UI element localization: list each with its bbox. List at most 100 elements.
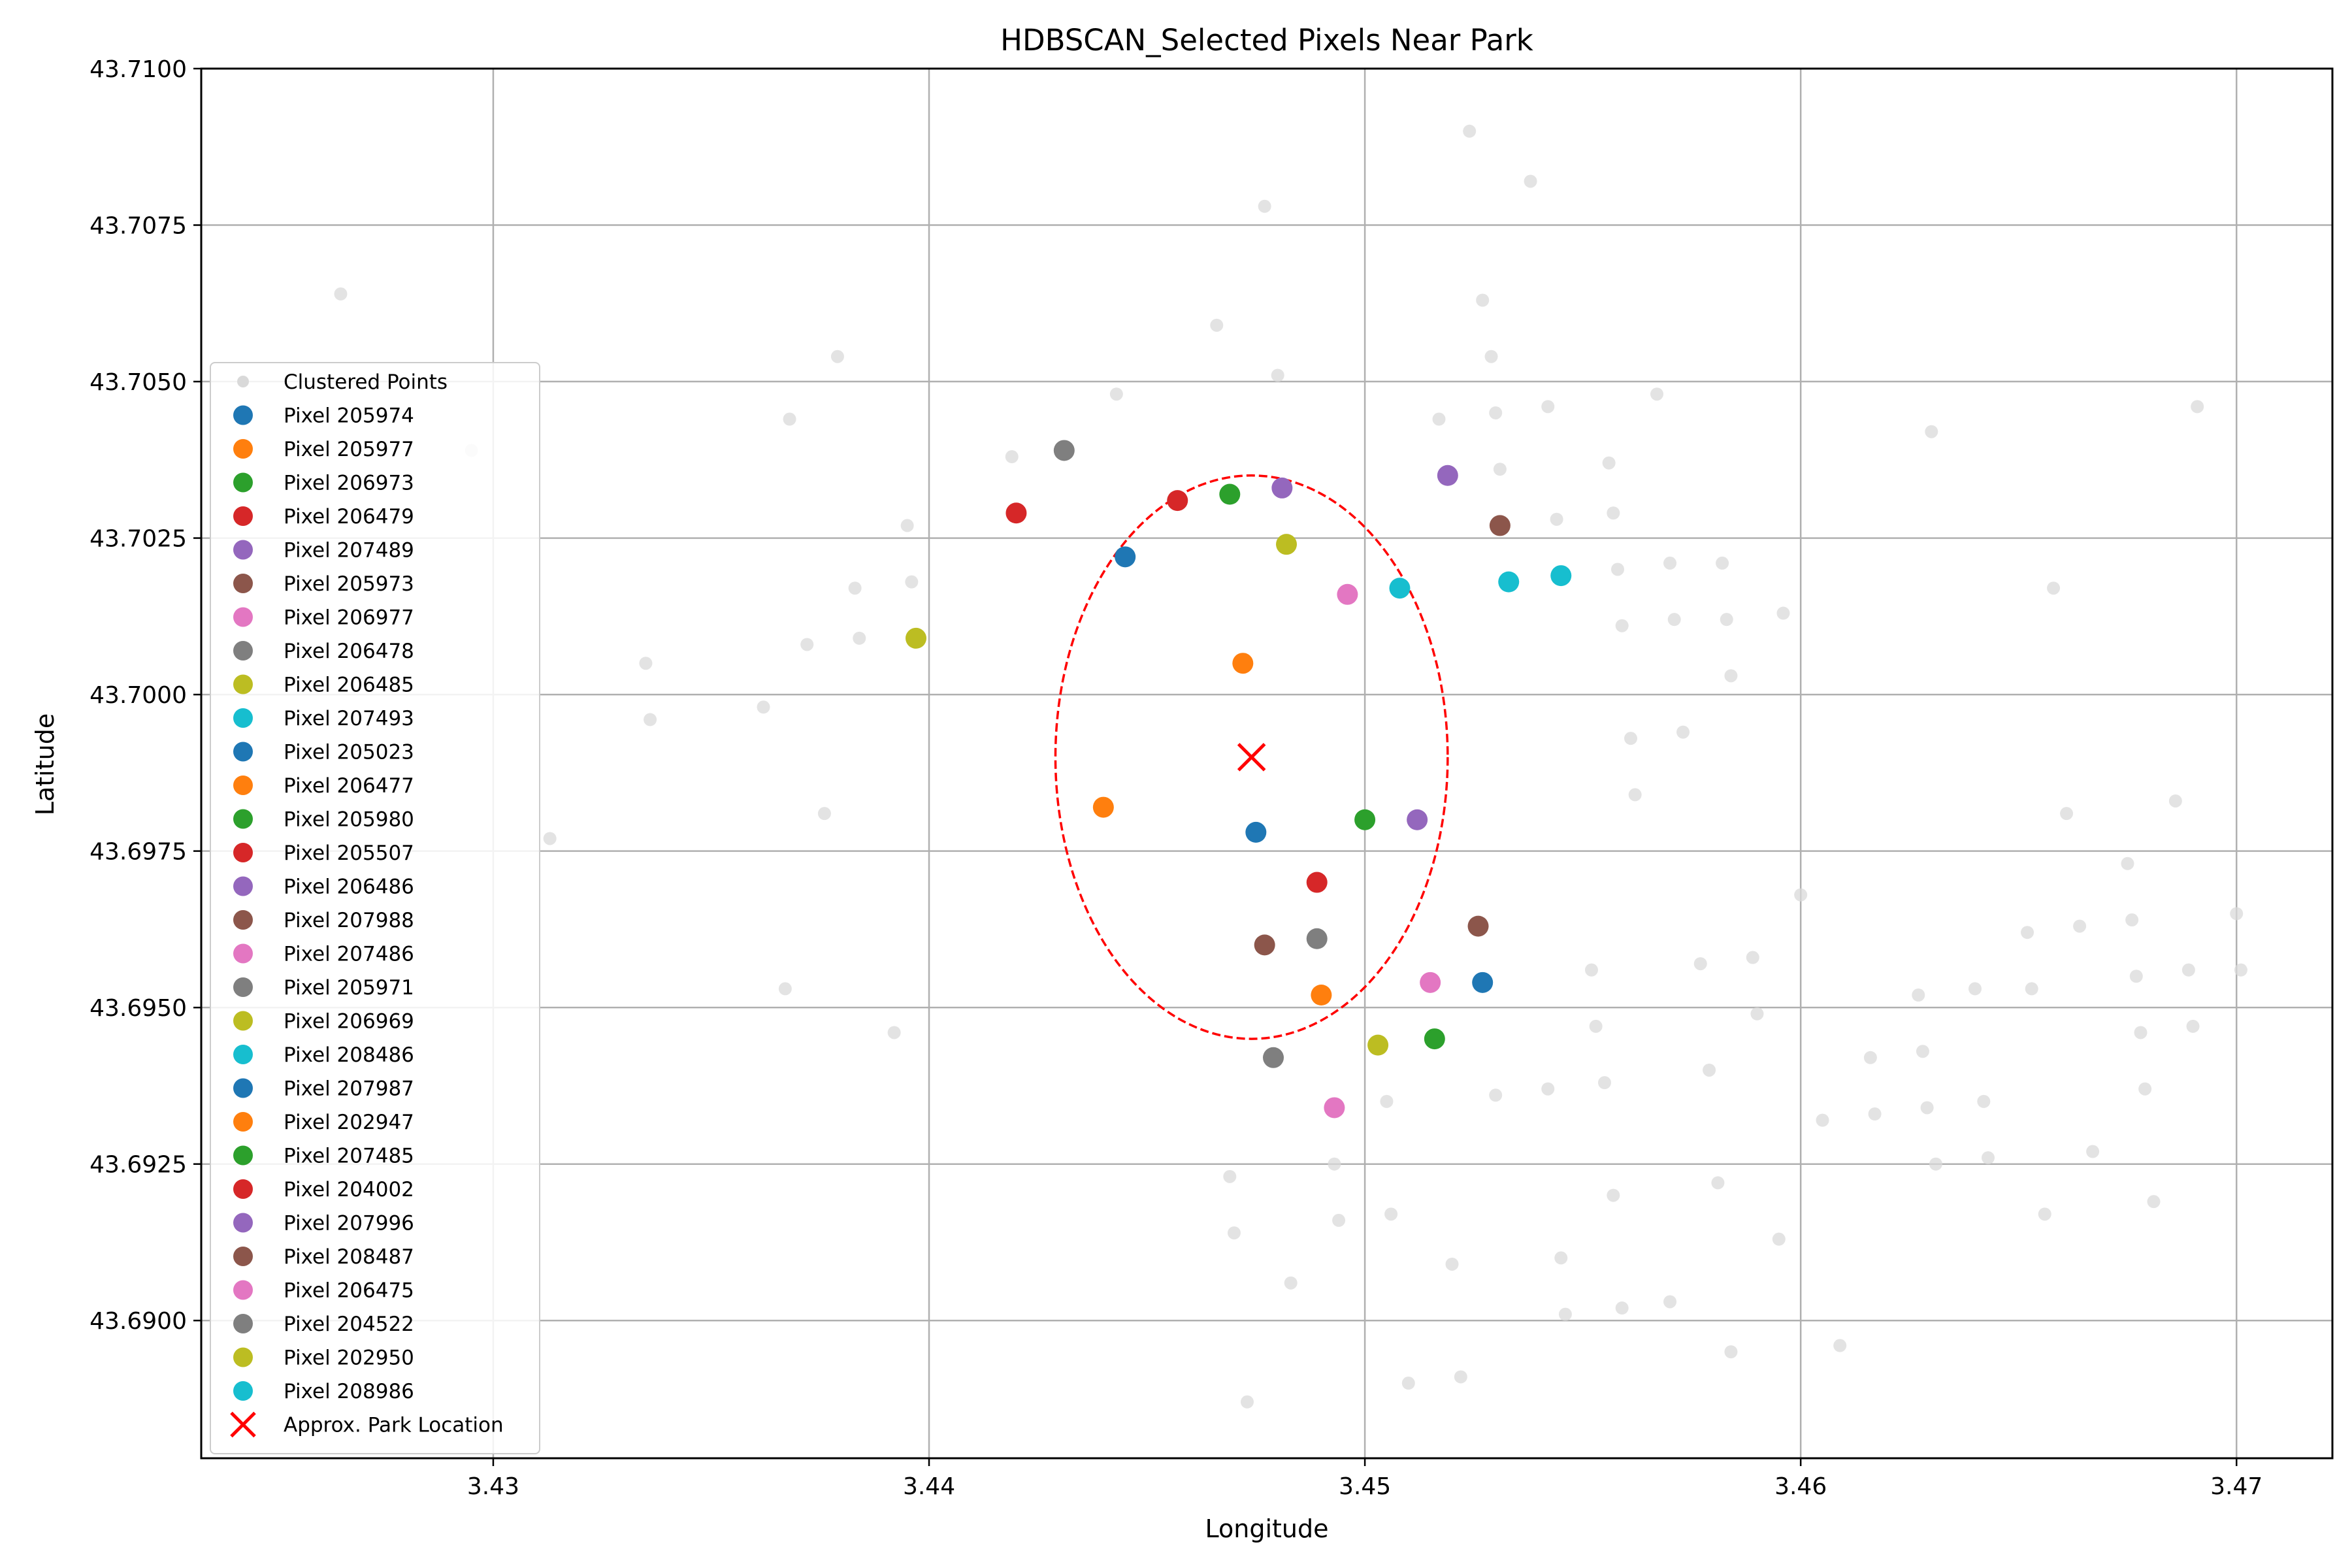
clustered-point [778, 982, 792, 996]
clustered-point [1541, 400, 1555, 414]
legend-swatch [233, 674, 253, 694]
legend-label: Pixel 206977 [284, 606, 414, 630]
clustered-point [1667, 613, 1681, 627]
pixel-marker [1005, 502, 1027, 524]
pixel-marker [1053, 440, 1075, 461]
pixel-markers [906, 440, 1572, 1119]
clustered-point [2129, 970, 2143, 983]
clustered-point [1863, 1051, 1877, 1064]
pixel-marker [1306, 872, 1328, 893]
clustered-point [1716, 556, 1729, 570]
x-tick-label: 3.44 [903, 1473, 955, 1500]
x-tick-label: 3.43 [467, 1473, 519, 1500]
clustered-point [1750, 1007, 1764, 1021]
clustered-point [1489, 1088, 1503, 1102]
x-tick-label: 3.47 [2210, 1473, 2262, 1500]
x-tick-label: 3.45 [1339, 1473, 1391, 1500]
clustered-point [1772, 1232, 1786, 1246]
clustered-point [1929, 1157, 1942, 1171]
clustered-point [1454, 1370, 1467, 1384]
pixel-marker [1420, 972, 1441, 993]
clustered-point [1977, 1094, 1991, 1108]
clustered-point [2230, 907, 2244, 921]
clustered-point [1558, 1307, 1572, 1321]
clustered-point [1615, 1301, 1629, 1315]
legend-swatch [233, 1078, 253, 1098]
legend-swatch [233, 641, 253, 661]
clustered-point [1380, 1094, 1394, 1108]
legend-label: Pixel 206475 [284, 1279, 414, 1303]
clustered-point [848, 581, 862, 595]
legend-label: Pixel 205980 [284, 808, 414, 832]
park-marker-stroke [1237, 743, 1266, 772]
pixel-marker [1306, 928, 1328, 949]
clustered-point [2060, 807, 2074, 821]
legend-label: Clustered Points [284, 370, 448, 394]
legend-label: Pixel 204002 [284, 1178, 414, 1201]
clustered-point [2121, 857, 2134, 870]
clustered-point [1258, 199, 1271, 213]
x-tick-label: 3.46 [1774, 1473, 1827, 1500]
clustered-point [1484, 350, 1498, 363]
clustered-point [1720, 613, 1733, 627]
legend-label: Pixel 207493 [284, 707, 414, 730]
legend-label: Pixel 208487 [284, 1245, 414, 1269]
y-tick-label: 43.7075 [90, 213, 187, 240]
clustered-point [2073, 919, 2087, 933]
clustered-point [817, 807, 831, 821]
legend-label: Pixel 206486 [284, 875, 414, 899]
legend-swatch [233, 540, 253, 560]
clustered-point [2168, 794, 2182, 808]
legend-label: Pixel 206478 [284, 640, 414, 663]
legend-swatch [233, 472, 253, 493]
clustered-point [1693, 957, 1707, 971]
pixel-marker [1337, 583, 1358, 605]
clustered-point [830, 350, 844, 363]
pixel-marker [1092, 796, 1114, 818]
clustered-point [853, 631, 866, 645]
pixel-marker [1467, 915, 1489, 937]
pixel-marker [1311, 985, 1332, 1005]
clustered-point [2138, 1082, 2152, 1096]
legend-label: Pixel 205507 [284, 841, 414, 865]
legend-label: Pixel 207486 [284, 943, 414, 966]
clustered-point [900, 519, 914, 532]
clustered-point [1982, 1151, 1995, 1165]
y-tick-label: 43.7050 [90, 369, 187, 396]
pixel-marker [1324, 1097, 1345, 1119]
clustered-point [1463, 124, 1477, 138]
y-axis-title: Latitude [31, 713, 59, 815]
clustered-point [1602, 456, 1616, 470]
legend-label: Pixel 207988 [284, 909, 414, 932]
legend-swatch [233, 506, 253, 526]
clustered-point [757, 700, 770, 714]
x-axis-ticks: 3.43 3.44 3.45 3.46 3.47 [467, 1458, 2262, 1500]
pixel-marker [1354, 809, 1376, 830]
clustered-point [2191, 400, 2204, 414]
legend-swatch [233, 574, 253, 593]
clustered-point [2125, 913, 2139, 927]
clustered-point [1489, 406, 1503, 419]
clustered-point [905, 575, 919, 589]
legend-label: Pixel 204522 [284, 1313, 414, 1336]
legend-label: Pixel 205971 [284, 976, 414, 1000]
legend-swatch [233, 943, 253, 964]
clustered-point [644, 713, 657, 727]
clustered-point [1401, 1377, 1415, 1390]
clustered-point [1493, 463, 1507, 476]
legend-swatch [233, 1314, 253, 1333]
clustered-point [800, 638, 814, 651]
legend-swatch [237, 376, 249, 387]
legend-swatch [233, 776, 253, 795]
pixel-marker [1232, 653, 1254, 674]
y-tick-label: 43.7025 [90, 526, 187, 553]
legend-label: Pixel 206479 [284, 505, 414, 529]
clustered-point [1541, 1082, 1555, 1096]
clustered-point [1445, 1257, 1459, 1271]
pixel-marker [1115, 546, 1136, 568]
clustered-point [1227, 1226, 1241, 1240]
legend-label: Pixel 208486 [284, 1043, 414, 1067]
clustered-point [1628, 788, 1642, 802]
